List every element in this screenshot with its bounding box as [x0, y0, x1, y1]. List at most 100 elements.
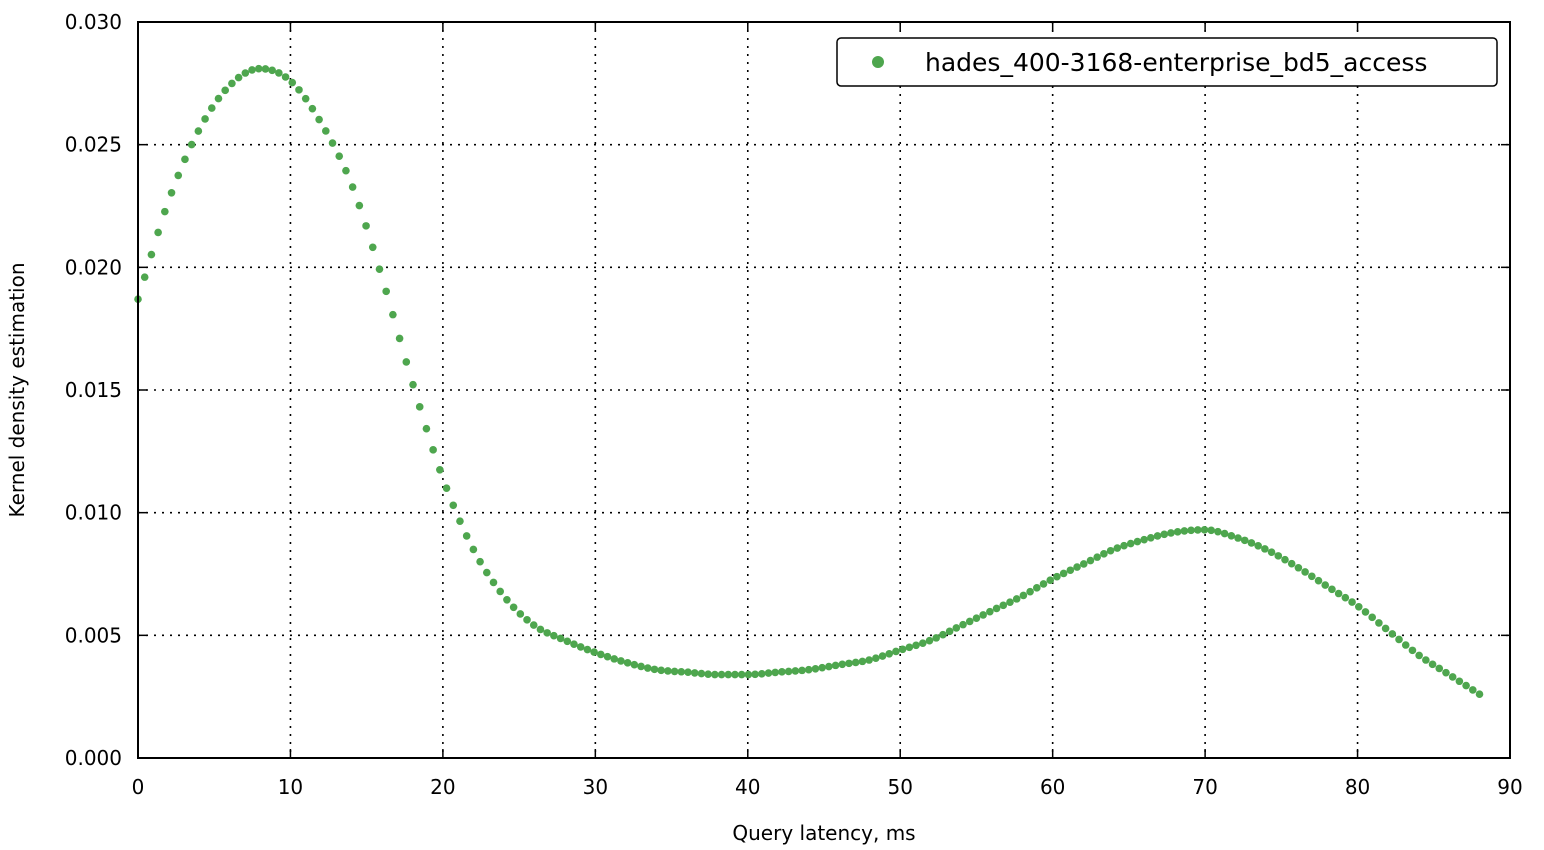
data-point — [288, 78, 297, 87]
data-point — [1234, 534, 1242, 542]
data-point — [925, 636, 934, 645]
data-point — [328, 139, 337, 147]
data-point — [1422, 656, 1430, 664]
y-tick-label: 0.010 — [65, 501, 122, 525]
x-tick-label: 10 — [278, 775, 303, 799]
data-point — [1328, 585, 1336, 594]
data-point — [1214, 527, 1222, 536]
data-points — [134, 64, 1484, 699]
data-point — [697, 669, 706, 678]
data-point — [489, 578, 498, 587]
data-point — [677, 667, 686, 676]
data-point — [965, 617, 974, 626]
data-point — [1173, 528, 1182, 536]
data-point — [241, 69, 250, 77]
x-tick-label: 60 — [1040, 775, 1065, 799]
data-point — [550, 631, 558, 640]
data-point — [214, 94, 223, 103]
x-tick-label: 70 — [1192, 775, 1217, 799]
data-point — [1180, 527, 1189, 535]
data-point — [885, 649, 894, 658]
data-point — [811, 664, 820, 673]
data-point — [1348, 598, 1356, 606]
data-point — [912, 641, 920, 650]
data-point — [422, 424, 431, 433]
data-point — [1066, 566, 1075, 575]
legend-label: hades_400-3168-enterprise_bd5_access — [925, 48, 1427, 77]
data-point — [1381, 624, 1390, 633]
data-point — [986, 607, 994, 616]
data-point — [1106, 546, 1115, 555]
data-point — [945, 627, 954, 636]
data-point — [637, 662, 645, 671]
data-point — [1375, 619, 1383, 627]
data-point — [529, 621, 538, 629]
data-point — [1193, 526, 1202, 534]
data-point — [684, 668, 692, 677]
data-point — [992, 604, 1001, 613]
legend-box — [836, 37, 1498, 87]
data-point — [590, 648, 598, 656]
data-point — [194, 127, 203, 135]
data-point — [1053, 572, 1061, 581]
data-point — [905, 643, 914, 652]
data-point — [791, 667, 800, 675]
y-tick-label: 0.015 — [65, 378, 122, 402]
data-point — [778, 668, 786, 676]
data-point — [228, 79, 236, 88]
data-point — [918, 639, 927, 647]
data-point — [1294, 563, 1303, 572]
data-point — [711, 670, 719, 679]
x-tick-labels: 0 10 20 30 40 50 60 70 80 90 — [132, 775, 1523, 799]
data-point — [999, 601, 1008, 610]
legend: hades_400-3168-enterprise_bd5_access — [836, 37, 1498, 87]
data-point — [1167, 529, 1175, 537]
data-point — [1120, 541, 1128, 550]
y-tick-label: 0.020 — [65, 255, 122, 279]
data-point — [1301, 568, 1309, 576]
data-point — [1261, 545, 1269, 553]
data-point — [1059, 569, 1068, 578]
data-point — [831, 661, 840, 670]
data-point — [1187, 526, 1195, 535]
data-point — [1207, 526, 1216, 535]
x-tick-label: 50 — [887, 775, 912, 799]
data-point — [1442, 668, 1450, 677]
data-point — [959, 620, 967, 629]
data-point — [838, 660, 847, 669]
data-point — [798, 666, 806, 675]
y-tick-labels: 0.000 0.005 0.010 0.015 0.020 0.025 0.030 — [65, 10, 122, 770]
data-point — [1368, 613, 1376, 622]
data-point — [737, 670, 746, 679]
data-point — [1100, 550, 1108, 558]
data-point — [1200, 526, 1209, 534]
data-point — [1401, 641, 1410, 649]
data-point — [140, 273, 149, 281]
x-tick-label: 40 — [735, 775, 760, 799]
data-point — [462, 532, 471, 540]
data-point — [583, 645, 592, 654]
data-point — [516, 610, 525, 618]
y-axis-title: Kernel density estimation — [5, 262, 29, 517]
x-tick-label: 80 — [1345, 775, 1370, 799]
data-point — [375, 265, 384, 273]
data-point — [1153, 532, 1162, 540]
data-point — [315, 115, 323, 124]
data-point — [301, 94, 310, 103]
data-point — [355, 201, 364, 210]
data-point — [952, 624, 961, 632]
data-point — [161, 207, 169, 216]
data-point — [509, 603, 518, 612]
data-point — [1428, 660, 1437, 669]
data-point — [348, 183, 357, 191]
data-point — [342, 166, 350, 175]
data-point — [368, 243, 377, 252]
data-point — [623, 659, 632, 667]
data-point — [1227, 531, 1236, 540]
data-point — [670, 667, 679, 676]
data-point — [275, 69, 283, 77]
data-point — [1448, 673, 1457, 681]
data-point — [1469, 686, 1477, 694]
data-point — [1321, 581, 1330, 589]
